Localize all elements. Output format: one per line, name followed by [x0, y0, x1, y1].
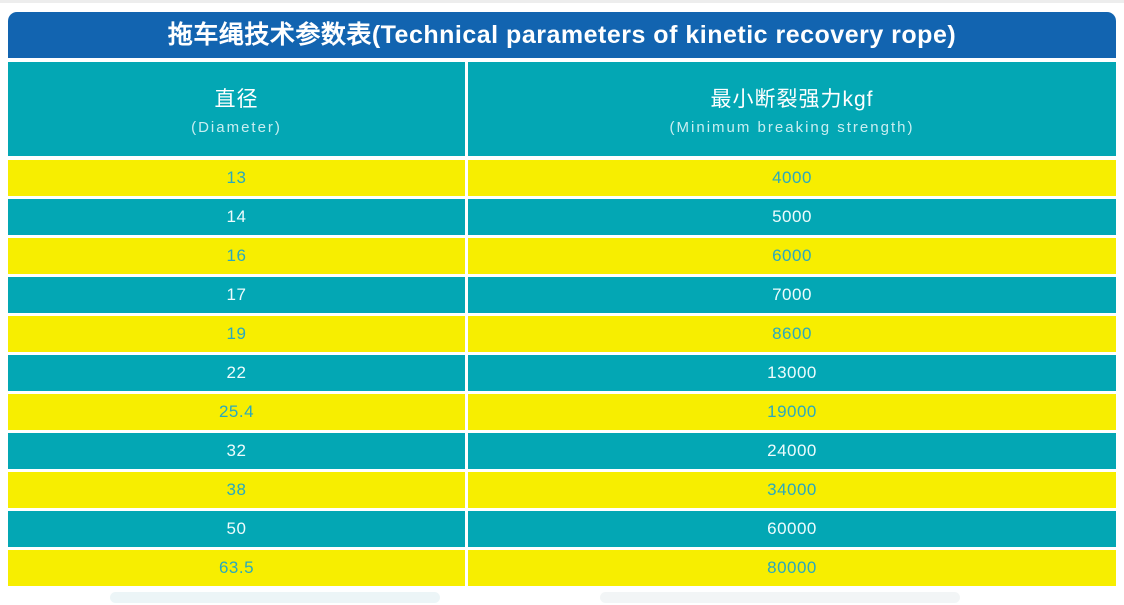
strength-cell: 6000 — [468, 238, 1116, 274]
diameter-cell: 19 — [8, 316, 465, 352]
strength-cell: 5000 — [468, 199, 1116, 235]
strength-header-en: (Minimum breaking strength) — [669, 118, 915, 136]
diameter-cell: 50 — [8, 511, 465, 547]
diameter-header-en: (Diameter) — [191, 118, 282, 136]
table-row: 16 6000 — [8, 238, 1116, 274]
strength-column-header: 最小断裂强力kgf (Minimum breaking strength) — [468, 62, 1116, 156]
scan-artifact — [600, 592, 960, 603]
table-row: 14 5000 — [8, 199, 1116, 235]
diameter-header-zh: 直径 — [214, 87, 259, 111]
strength-cell: 34000 — [468, 472, 1116, 508]
table-row: 63.5 80000 — [8, 550, 1116, 586]
table-row: 25.4 19000 — [8, 394, 1116, 430]
strength-header-zh: 最小断裂强力kgf — [710, 87, 874, 111]
table-title: 拖车绳技术参数表(Technical parameters of kinetic… — [8, 12, 1116, 58]
table-row: 13 4000 — [8, 160, 1116, 196]
table-row: 22 13000 — [8, 355, 1116, 391]
table-row: 17 7000 — [8, 277, 1116, 313]
table-header-row: 直径 (Diameter) 最小断裂强力kgf (Minimum breakin… — [8, 62, 1116, 156]
strength-cell: 19000 — [468, 394, 1116, 430]
strength-cell: 4000 — [468, 160, 1116, 196]
table-row: 38 34000 — [8, 472, 1116, 508]
diameter-cell: 16 — [8, 238, 465, 274]
table-row: 19 8600 — [8, 316, 1116, 352]
strength-cell: 7000 — [468, 277, 1116, 313]
diameter-cell: 32 — [8, 433, 465, 469]
strength-cell: 13000 — [468, 355, 1116, 391]
strength-cell: 80000 — [468, 550, 1116, 586]
strength-cell: 60000 — [468, 511, 1116, 547]
diameter-column-header: 直径 (Diameter) — [8, 62, 465, 156]
diameter-cell: 63.5 — [8, 550, 465, 586]
strength-cell: 24000 — [468, 433, 1116, 469]
diameter-cell: 38 — [8, 472, 465, 508]
kinetic-recovery-rope-spec-table: 拖车绳技术参数表(Technical parameters of kinetic… — [8, 12, 1116, 589]
diameter-cell: 14 — [8, 199, 465, 235]
table-row: 50 60000 — [8, 511, 1116, 547]
page-top-edge — [0, 0, 1124, 3]
strength-cell: 8600 — [468, 316, 1116, 352]
diameter-cell: 17 — [8, 277, 465, 313]
diameter-cell: 22 — [8, 355, 465, 391]
diameter-cell: 13 — [8, 160, 465, 196]
diameter-cell: 25.4 — [8, 394, 465, 430]
table-row: 32 24000 — [8, 433, 1116, 469]
scan-artifact — [110, 592, 440, 603]
